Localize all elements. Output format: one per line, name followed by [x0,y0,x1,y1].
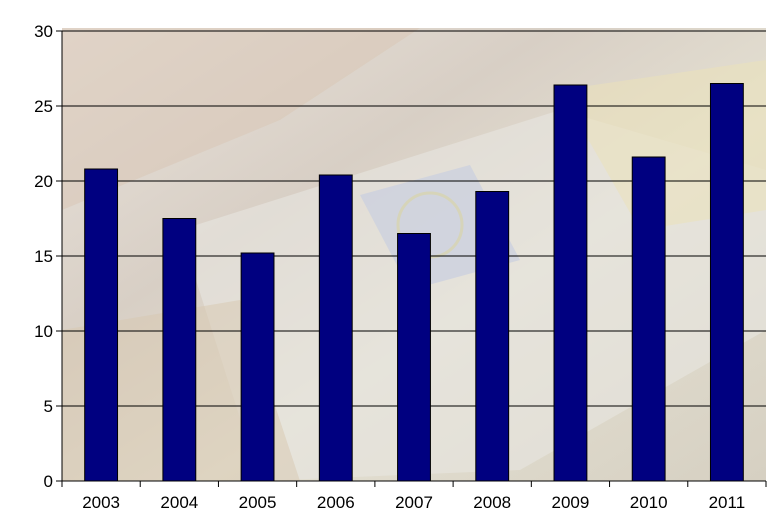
x-tick-label: 2010 [630,493,668,512]
bar-2004 [162,218,197,482]
x-tick-label: 2007 [395,493,433,512]
y-tick-labels: 0 5 10 15 20 25 30 [34,22,53,491]
bar-2007 [397,233,431,482]
bar-2010 [631,156,666,482]
bar-2005 [240,252,275,482]
bar-2003 [84,168,119,482]
y-tick-label: 5 [44,397,53,416]
bar-2008 [475,191,510,482]
bar-2006 [318,174,353,482]
x-tick-label: 2003 [82,493,120,512]
axes [56,30,767,487]
x-tick-label: 2004 [160,493,198,512]
y-tick-label: 0 [44,472,53,491]
bars [84,83,744,482]
y-tick-label: 15 [34,247,53,266]
y-tick-label: 25 [34,97,53,116]
x-tick-label: 2011 [709,493,746,512]
x-tick-label: 2006 [317,493,355,512]
bar-2011 [709,83,744,482]
x-tick-label: 2005 [239,493,277,512]
x-tick-labels: 2003 2004 2005 2006 2007 2008 2009 2010 2011 [82,493,745,512]
x-tick-label: 2009 [552,493,590,512]
y-tick-label: 20 [34,172,53,191]
bar-2009 [553,84,588,482]
y-tick-label: 30 [34,22,53,41]
x-tick-label: 2008 [473,493,511,512]
y-tick-label: 10 [34,322,53,341]
